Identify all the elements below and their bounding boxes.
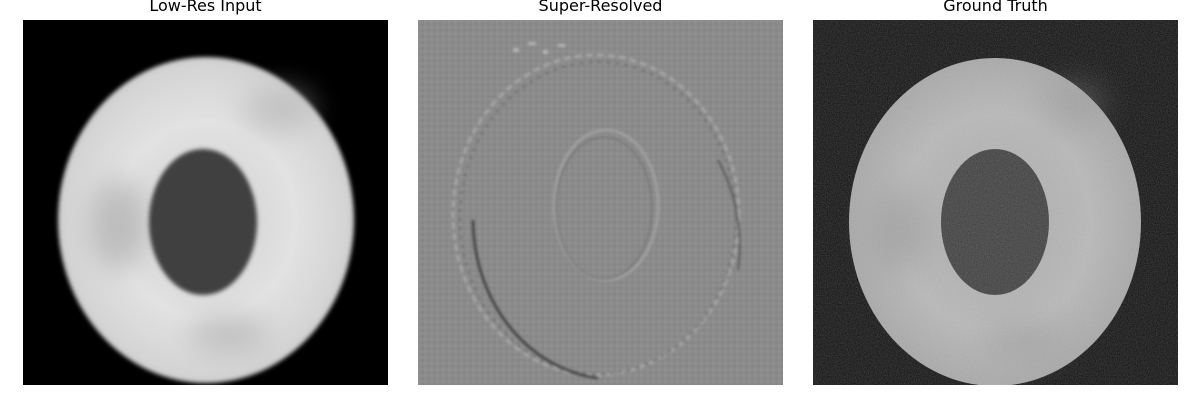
panel-title: Ground Truth <box>943 0 1048 15</box>
super-resolved-panel: Super-Resolved <box>418 0 783 400</box>
ground-truth-panel: Ground Truth <box>813 0 1178 400</box>
panel-title: Super-Resolved <box>538 0 663 15</box>
panel-title: Low-Res Input <box>149 0 262 15</box>
low-res-panel: Low-Res Input <box>23 0 388 400</box>
low-res-image <box>23 20 388 385</box>
super-resolved-image <box>418 20 783 385</box>
ground-truth-image <box>813 20 1178 385</box>
